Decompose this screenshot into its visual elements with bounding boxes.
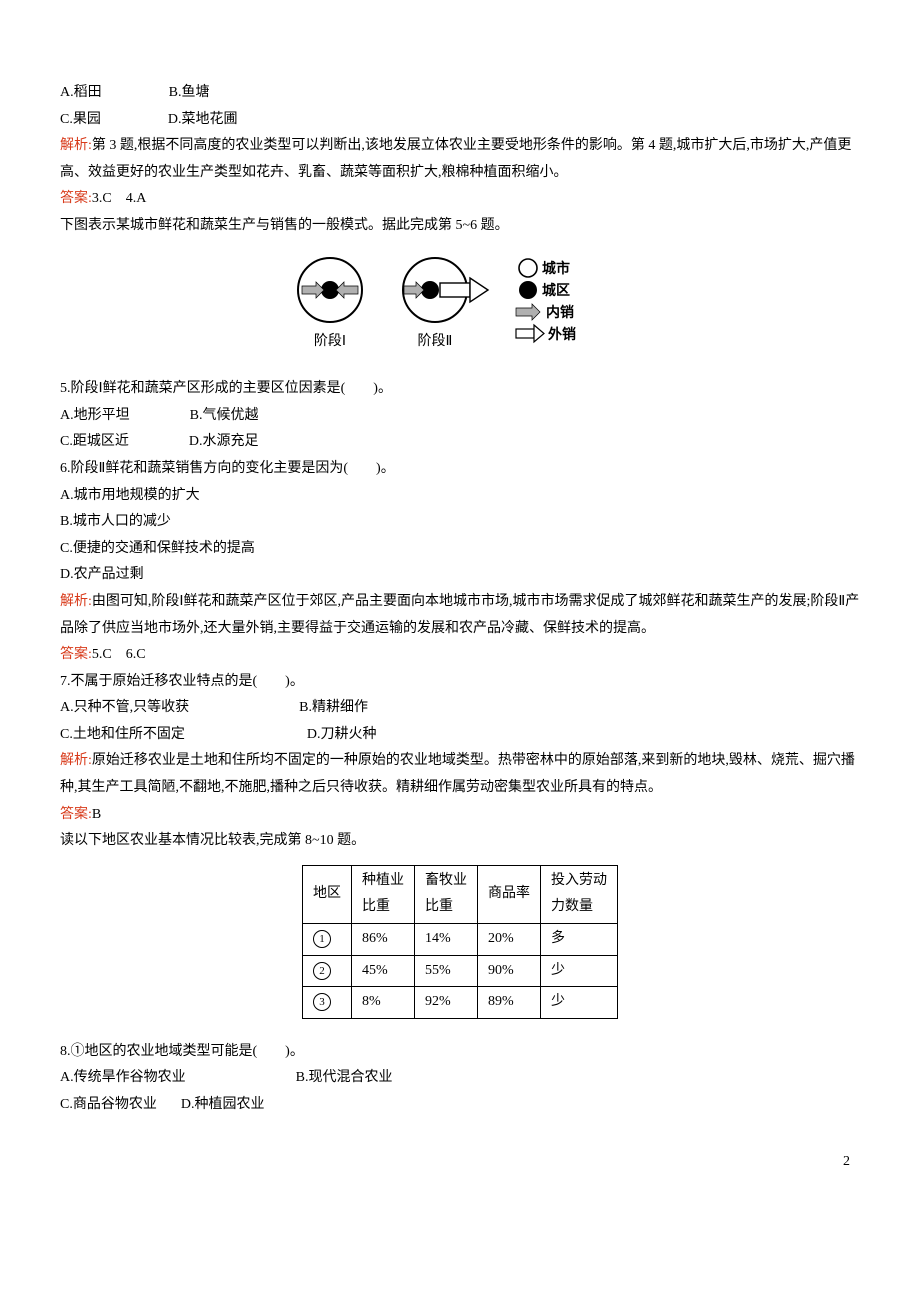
q3-option-row2: C.果园 D.菜地花圃 bbox=[60, 107, 860, 134]
q56-diagram: 阶段Ⅰ 阶段Ⅱ 城市 城区 内销 外销 bbox=[60, 250, 860, 371]
q6-stem: 6.阶段Ⅱ鲜花和蔬菜销售方向的变化主要是因为( )。 bbox=[60, 456, 860, 483]
jiexi-label: 解析: bbox=[60, 753, 92, 768]
daan-label: 答案: bbox=[60, 647, 92, 662]
q8-opt-b: B.现代混合农业 bbox=[296, 1070, 393, 1085]
table-cell: 8% bbox=[352, 987, 415, 1019]
jiexi-text: 由图可知,阶段Ⅰ鲜花和蔬菜产区位于郊区,产品主要面向本地城市市场,城市市场需求促… bbox=[60, 594, 859, 636]
table-cell: 少 bbox=[541, 955, 618, 987]
q56-intro: 下图表示某城市鲜花和蔬菜生产与销售的一般模式。据此完成第 5~6 题。 bbox=[60, 213, 860, 240]
q810-table-wrap: 地区 种植业比重 畜牧业比重 商品率 投入劳动力数量 186%14%20%多24… bbox=[60, 865, 860, 1019]
q3-opt-c: C.果园 bbox=[60, 112, 101, 127]
q6-opt-d: D.农产品过剩 bbox=[60, 562, 860, 589]
svg-text:外销: 外销 bbox=[548, 326, 576, 343]
stage2-label: 阶段Ⅱ bbox=[418, 333, 453, 349]
q810-table: 地区 种植业比重 畜牧业比重 商品率 投入劳动力数量 186%14%20%多24… bbox=[302, 865, 618, 1019]
daan-text: B bbox=[92, 807, 101, 822]
table-row: 38%92%89%少 bbox=[303, 987, 618, 1019]
q7-daan: 答案:B bbox=[60, 802, 860, 829]
col-region: 地区 bbox=[303, 865, 352, 923]
q7-stem: 7.不属于原始迁移农业特点的是( )。 bbox=[60, 669, 860, 696]
q3-opt-a: A.稻田 bbox=[60, 85, 102, 100]
q3-option-row1: A.稻田 B.鱼塘 bbox=[60, 80, 860, 107]
q8-opt-a: A.传统旱作谷物农业 bbox=[60, 1070, 186, 1085]
jiexi-label: 解析: bbox=[60, 594, 92, 609]
q5-opt-b: B.气候优越 bbox=[190, 408, 259, 423]
table-row: 245%55%90%少 bbox=[303, 955, 618, 987]
table-cell: 89% bbox=[478, 987, 541, 1019]
table-cell: 45% bbox=[352, 955, 415, 987]
table-cell: 1 bbox=[303, 924, 352, 956]
q8-opt-c: C.商品谷物农业 bbox=[60, 1097, 157, 1112]
table-cell: 3 bbox=[303, 987, 352, 1019]
q5-stem: 5.阶段Ⅰ鲜花和蔬菜产区形成的主要区位因素是( )。 bbox=[60, 376, 860, 403]
q6-opt-a: A.城市用地规模的扩大 bbox=[60, 483, 860, 510]
q8-stem: 8.①地区的农业地域类型可能是( )。 bbox=[60, 1039, 860, 1066]
q7-row1: A.只种不管,只等收获 B.精耕细作 bbox=[60, 695, 860, 722]
col-commodity: 商品率 bbox=[478, 865, 541, 923]
q6-opt-b: B.城市人口的减少 bbox=[60, 509, 860, 536]
table-cell: 14% bbox=[415, 924, 478, 956]
q56-daan: 答案:5.C 6.C bbox=[60, 642, 860, 669]
daan-text: 3.C 4.A bbox=[92, 191, 146, 206]
daan-text: 5.C 6.C bbox=[92, 647, 146, 662]
table-cell: 55% bbox=[415, 955, 478, 987]
table-cell: 90% bbox=[478, 955, 541, 987]
q34-jiexi: 解析:第 3 题,根据不同高度的农业类型可以判断出,该地发展立体农业主要受地形条… bbox=[60, 133, 860, 186]
daan-label: 答案: bbox=[60, 191, 92, 206]
table-cell: 92% bbox=[415, 987, 478, 1019]
q8-opt-d: D.种植园农业 bbox=[181, 1097, 265, 1112]
q6-opt-c: C.便捷的交通和保鲜技术的提高 bbox=[60, 536, 860, 563]
jiexi-text: 原始迁移农业是土地和住所均不固定的一种原始的农业地域类型。热带密林中的原始部落,… bbox=[60, 753, 855, 795]
table-cell: 86% bbox=[352, 924, 415, 956]
stage1-label: 阶段Ⅰ bbox=[314, 333, 346, 349]
table-cell: 20% bbox=[478, 924, 541, 956]
q810-intro: 读以下地区农业基本情况比较表,完成第 8~10 题。 bbox=[60, 828, 860, 855]
daan-label: 答案: bbox=[60, 807, 92, 822]
jiexi-text: 第 3 题,根据不同高度的农业类型可以判断出,该地发展立体农业主要受地形条件的影… bbox=[60, 138, 851, 180]
q8-row2: C.商品谷物农业 D.种植园农业 bbox=[60, 1092, 860, 1119]
q56-jiexi: 解析:由图可知,阶段Ⅰ鲜花和蔬菜产区位于郊区,产品主要面向本地城市市场,城市市场… bbox=[60, 589, 860, 642]
jiexi-label: 解析: bbox=[60, 138, 92, 153]
q7-row2: C.土地和住所不固定 D.刀耕火种 bbox=[60, 722, 860, 749]
q7-opt-a: A.只种不管,只等收获 bbox=[60, 700, 189, 715]
q3-opt-b: B.鱼塘 bbox=[169, 85, 210, 100]
svg-text:城市: 城市 bbox=[542, 260, 570, 277]
q34-daan: 答案:3.C 4.A bbox=[60, 186, 860, 213]
q7-opt-c: C.土地和住所不固定 bbox=[60, 727, 185, 742]
q3-opt-d: D.菜地花圃 bbox=[168, 112, 238, 127]
table-cell: 少 bbox=[541, 987, 618, 1019]
q5-opt-c: C.距城区近 bbox=[60, 434, 129, 449]
col-labor: 投入劳动力数量 bbox=[541, 865, 618, 923]
table-cell: 多 bbox=[541, 924, 618, 956]
q7-opt-b: B.精耕细作 bbox=[299, 700, 368, 715]
page-number: 2 bbox=[60, 1149, 860, 1176]
q7-opt-d: D.刀耕火种 bbox=[307, 727, 377, 742]
svg-text:内销: 内销 bbox=[546, 304, 574, 321]
q5-row2: C.距城区近 D.水源充足 bbox=[60, 429, 860, 456]
q7-jiexi: 解析:原始迁移农业是土地和住所均不固定的一种原始的农业地域类型。热带密林中的原始… bbox=[60, 748, 860, 801]
col-planting: 种植业比重 bbox=[352, 865, 415, 923]
svg-text:城区: 城区 bbox=[542, 282, 570, 299]
table-cell: 2 bbox=[303, 955, 352, 987]
table-header-row: 地区 种植业比重 畜牧业比重 商品率 投入劳动力数量 bbox=[303, 865, 618, 923]
q5-opt-a: A.地形平坦 bbox=[60, 408, 130, 423]
q8-row1: A.传统旱作谷物农业 B.现代混合农业 bbox=[60, 1065, 860, 1092]
q5-row1: A.地形平坦 B.气候优越 bbox=[60, 403, 860, 430]
col-livestock: 畜牧业比重 bbox=[415, 865, 478, 923]
table-row: 186%14%20%多 bbox=[303, 924, 618, 956]
q5-opt-d: D.水源充足 bbox=[189, 434, 259, 449]
